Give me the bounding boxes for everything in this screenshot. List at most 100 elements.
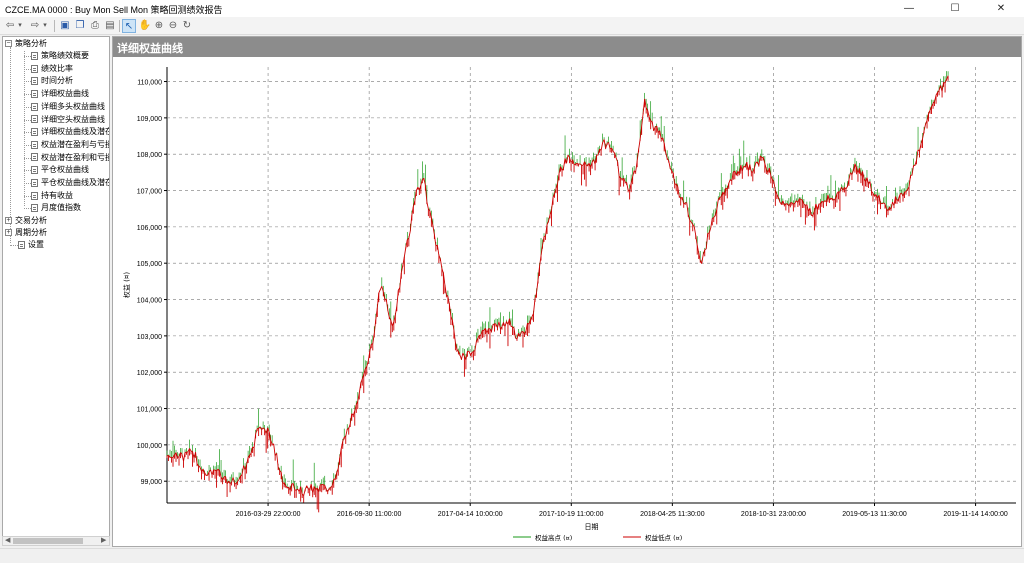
tree-item-13-label: 月度值指数 — [41, 203, 81, 213]
tree-node-period-analysis[interactable]: + 周期分析 — [5, 227, 47, 239]
tree-node-trade-analysis[interactable]: + 交易分析 — [5, 215, 47, 227]
collapse-icon[interactable]: − — [5, 40, 12, 48]
equity-line-segment — [270, 440, 273, 445]
equity-line-segment — [585, 164, 588, 166]
equity-line-segment — [491, 324, 494, 332]
equity-line-segment — [935, 92, 938, 96]
equity-line-segment — [572, 159, 575, 165]
document-icon — [31, 204, 38, 213]
equity-line-segment — [555, 183, 558, 189]
equity-line-segment — [788, 202, 791, 207]
equity-line-segment — [456, 349, 459, 352]
dropdown-icon[interactable]: ▾ — [18, 22, 22, 29]
tree-item-7[interactable]: 详细权益曲线及潜在 — [31, 126, 109, 138]
forward-arrow-icon[interactable]: ⇨ — [30, 20, 40, 31]
tree-item-6[interactable]: 详细空头权益曲线 — [31, 114, 105, 126]
tree-horizontal-scrollbar[interactable]: ◀ ▶ — [2, 536, 110, 546]
equity-line-segment — [343, 435, 347, 438]
equity-line-segment — [735, 171, 739, 176]
equity-line-segment — [513, 327, 516, 339]
tree-item-1[interactable]: 策略绩效概要 — [31, 50, 89, 62]
equity-line-segment — [539, 255, 542, 267]
equity-line-segment — [926, 113, 929, 121]
equity-line-segment — [267, 427, 270, 432]
equity-chart[interactable]: 99,000 100,000 101,000 102,000 103,000 104,00… — [113, 57, 1021, 546]
tree-item-9[interactable]: 权益潜在盈利和亏损 — [31, 152, 109, 164]
equity-line-segment — [902, 191, 905, 197]
equity-line-segment — [713, 215, 716, 218]
equity-line-segment — [746, 162, 749, 171]
equity-line-segment — [429, 210, 432, 218]
expand-icon[interactable]: + — [5, 217, 12, 225]
close-button[interactable]: ✕ — [996, 3, 1006, 14]
equity-line-segment — [195, 452, 198, 464]
scrollbar-thumb[interactable] — [13, 538, 83, 544]
expand-icon[interactable]: + — [5, 229, 12, 237]
equity-line-segment — [238, 475, 242, 480]
equity-line-segment — [636, 149, 640, 162]
equity-line-segment — [642, 98, 646, 114]
scroll-left-icon[interactable]: ◀ — [5, 537, 11, 544]
legend-label: 权益高点 (¤) — [535, 533, 572, 542]
y-tick-label: 109,000 — [137, 116, 162, 123]
tree-node-settings-label: 设置 — [28, 240, 44, 249]
tree-item-8[interactable]: 权益潜在盈利与亏损 — [31, 139, 109, 151]
tree-item-3[interactable]: 时间分析 — [31, 75, 73, 87]
equity-line-segment — [714, 209, 718, 216]
tree-item-4[interactable]: 详细权益曲线 — [31, 88, 89, 100]
equity-line-segment — [324, 485, 327, 490]
maximize-button[interactable]: ☐ — [950, 3, 960, 14]
equity-line-segment — [530, 316, 533, 320]
tree-item-2[interactable]: 绩效比率 — [31, 63, 73, 75]
tree-node-strategy-analysis[interactable]: − 策略分析 — [5, 38, 47, 50]
equity-line-segment — [941, 82, 945, 92]
equity-line-segment — [638, 139, 641, 150]
tree-item-12[interactable]: 持有收益 — [31, 190, 73, 202]
x-tick-label: 2017-10-19 11:00:00 — [539, 511, 604, 518]
equity-line-segment — [821, 200, 824, 203]
tree-item-10[interactable]: 平仓权益曲线 — [31, 164, 89, 176]
equity-line-segment — [207, 471, 210, 476]
tree-item-5[interactable]: 详细多头权益曲线 — [31, 101, 105, 113]
tree-item-13[interactable]: 月度值指数 — [31, 202, 81, 214]
y-axis-label: 权益 (¤) — [122, 272, 131, 298]
equity-line-segment — [387, 310, 390, 318]
equity-line-segment — [313, 486, 317, 490]
save-icon[interactable]: ▣ — [60, 20, 70, 31]
equity-line-segment — [566, 154, 569, 164]
equity-line-segment — [717, 197, 721, 201]
equity-line-segment — [423, 178, 426, 186]
equity-line-segment — [575, 162, 578, 165]
equity-line-segment — [524, 330, 527, 334]
zoom-out-icon[interactable]: ⊖ — [168, 20, 178, 31]
equity-line-segment — [875, 194, 878, 199]
pointer-icon[interactable]: ↖ — [122, 19, 136, 33]
hand-icon[interactable]: ✋ — [138, 20, 152, 31]
y-tick-label: 108,000 — [137, 152, 162, 159]
back-arrow-icon[interactable]: ⇦ — [5, 20, 15, 31]
scroll-right-icon[interactable]: ▶ — [101, 537, 107, 544]
equity-line-segment — [265, 427, 269, 434]
equity-line-segment — [848, 172, 851, 180]
refresh-icon[interactable]: ↻ — [182, 20, 192, 31]
equity-line-segment — [183, 452, 186, 462]
export-icon[interactable]: ▤ — [105, 20, 115, 31]
zoom-in-icon[interactable]: ⊕ — [154, 20, 164, 31]
document-icon — [31, 102, 38, 111]
print-icon[interactable]: ⎙ — [91, 20, 99, 31]
dropdown-icon[interactable]: ▾ — [43, 22, 47, 29]
equity-line-segment — [187, 448, 190, 453]
copy-icon[interactable]: ❐ — [75, 20, 85, 31]
equity-line-segment — [460, 352, 464, 360]
tree-item-11[interactable]: 平仓权益曲线及潜在 — [31, 177, 109, 189]
equity-line-segment — [847, 179, 850, 187]
equity-line-segment — [168, 455, 171, 458]
equity-line-segment — [594, 155, 598, 165]
equity-line-segment — [552, 193, 555, 198]
minimize-button[interactable]: — — [904, 3, 914, 14]
equity-line-segment — [777, 197, 781, 203]
tree-node-settings[interactable]: 设置 — [18, 239, 44, 251]
y-tick-label: 101,000 — [137, 407, 162, 414]
equity-line-segment — [551, 197, 554, 211]
equity-line-segment — [582, 161, 585, 166]
